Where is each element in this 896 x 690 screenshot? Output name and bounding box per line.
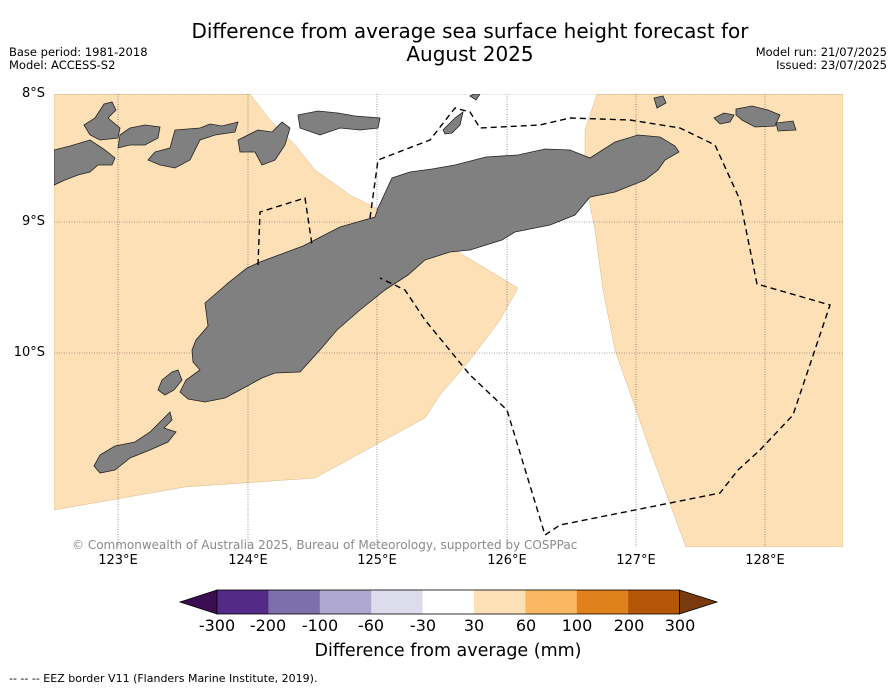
copyright-credit: © Commonwealth of Australia 2025, Bureau… <box>72 538 578 552</box>
colorbar-tick: 100 <box>561 616 593 635</box>
colorbar-segment <box>268 590 321 614</box>
colorbar-tick: -30 <box>409 616 437 635</box>
lon-label-125e: 125°E <box>357 553 397 568</box>
colorbar-tick: -200 <box>249 616 287 635</box>
model-run: Model run: 21/07/2025 <box>755 45 887 59</box>
colorbar-segment <box>525 590 578 614</box>
atauro-island <box>442 111 464 135</box>
colorbar-tick: -100 <box>301 616 339 635</box>
title-line-2: August 2025 <box>406 42 534 66</box>
timor-island <box>179 134 680 403</box>
colorbar-segment <box>474 590 526 614</box>
colorbar-segment <box>319 590 372 614</box>
map-title: Difference from average sea surface heig… <box>140 20 800 66</box>
lon-label-123e: 123°E <box>98 553 138 568</box>
colorbar-extend-high <box>679 589 719 615</box>
moa-island <box>713 112 735 125</box>
title-line-1: Difference from average sea surface heig… <box>191 19 749 43</box>
lon-label-127e: 127°E <box>616 553 656 568</box>
metadata-right: Model run: 21/07/2025 Issued: 23/07/2025 <box>756 46 887 72</box>
colorbar-tick: 60 <box>515 616 537 635</box>
eez-border <box>257 107 831 537</box>
flores-island <box>54 139 116 186</box>
lat-label-10s: 10°S <box>13 345 45 360</box>
colorbar-tick: -60 <box>357 616 385 635</box>
metadata-left: Base period: 1981-2018 Model: ACCESS-S2 <box>9 46 148 72</box>
colorbar-tick: -300 <box>198 616 236 635</box>
adonara-island <box>83 101 121 141</box>
sawu-island <box>93 411 177 474</box>
colorbar-extend-low <box>178 589 218 615</box>
model-name: Model: ACCESS-S2 <box>9 58 116 72</box>
leti-island <box>653 95 667 109</box>
pantar-island <box>147 121 239 169</box>
rote-island <box>157 369 183 396</box>
colorbar-segment <box>371 590 424 614</box>
colorbar-tick: 30 <box>463 616 485 635</box>
lat-label-9s: 9°S <box>21 214 45 229</box>
colorbar-tick: 300 <box>664 616 696 635</box>
luang-island <box>775 120 797 132</box>
issued-date: Issued: 23/07/2025 <box>776 58 887 72</box>
lat-label-8s: 8°S <box>21 86 45 101</box>
colorbar-tick: 200 <box>613 616 645 635</box>
lon-label-126e: 126°E <box>487 553 527 568</box>
lon-label-128e: 128°E <box>745 553 785 568</box>
colorbar-label: Difference from average (mm) <box>314 641 582 661</box>
lon-label-124e: 124°E <box>228 553 268 568</box>
wetar-island <box>297 110 381 136</box>
colorbar-border <box>216 589 681 615</box>
base-period: Base period: 1981-2018 <box>9 45 148 59</box>
lembata-island <box>117 124 161 149</box>
lakor-island <box>735 105 781 128</box>
colorbar-segment <box>422 590 475 614</box>
kisar-island <box>469 94 481 101</box>
eez-legend-note: -- -- -- EEZ border V11 (Flanders Marine… <box>9 672 318 685</box>
colorbar-segment <box>576 590 629 614</box>
colorbar-segment <box>217 590 269 614</box>
alor-island <box>237 121 291 166</box>
colorbar-segment <box>628 590 681 614</box>
